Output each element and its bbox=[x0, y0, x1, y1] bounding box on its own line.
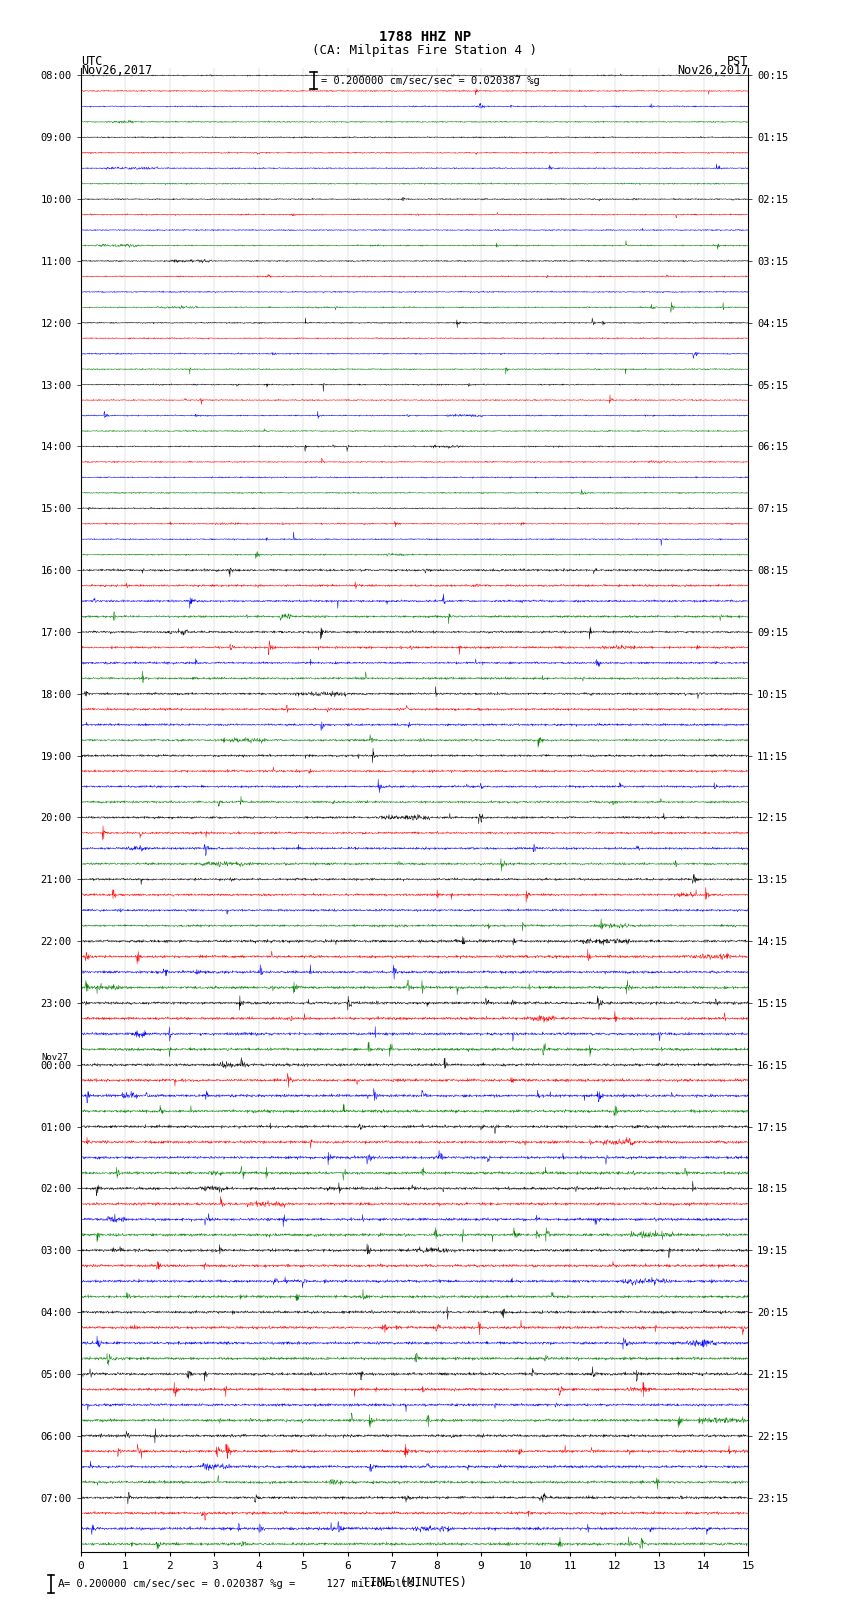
Text: (CA: Milpitas Fire Station 4 ): (CA: Milpitas Fire Station 4 ) bbox=[313, 44, 537, 56]
X-axis label: TIME (MINUTES): TIME (MINUTES) bbox=[362, 1576, 467, 1589]
Text: Nov26,2017: Nov26,2017 bbox=[677, 65, 748, 77]
Text: A: A bbox=[58, 1579, 65, 1589]
Text: PST: PST bbox=[727, 55, 748, 68]
Text: Nov27: Nov27 bbox=[42, 1053, 69, 1061]
Text: UTC: UTC bbox=[81, 55, 102, 68]
Text: Nov26,2017: Nov26,2017 bbox=[81, 65, 152, 77]
Text: = 0.200000 cm/sec/sec = 0.020387 %g =     127 microvolts.: = 0.200000 cm/sec/sec = 0.020387 %g = 12… bbox=[64, 1579, 420, 1589]
Text: 1788 HHZ NP: 1788 HHZ NP bbox=[379, 31, 471, 44]
Text: = 0.200000 cm/sec/sec = 0.020387 %g: = 0.200000 cm/sec/sec = 0.020387 %g bbox=[321, 76, 540, 85]
